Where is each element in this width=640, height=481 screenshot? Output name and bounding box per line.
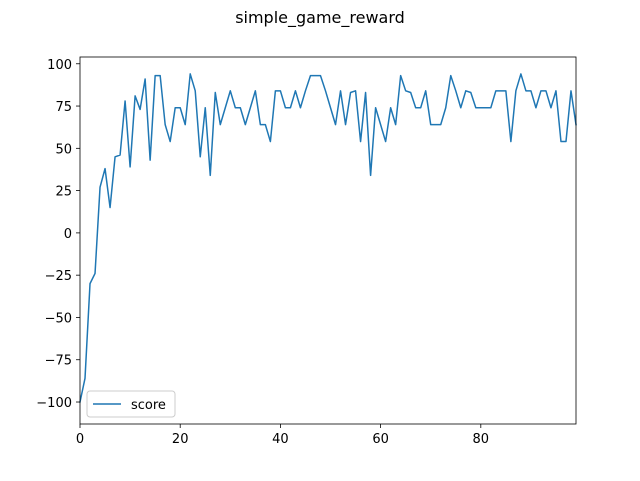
- legend-label-score: score: [131, 398, 166, 413]
- y-tick-label-50: 50: [55, 142, 72, 157]
- y-tick-label--75: −75: [45, 354, 72, 369]
- x-tick-label-0: 0: [76, 432, 84, 447]
- y-tick-label-25: 25: [55, 185, 72, 200]
- plot-area: [79, 73, 577, 403]
- x-tick-label-60: 60: [372, 432, 389, 447]
- y-tick-label--100: −100: [36, 396, 72, 411]
- series-line-score: [79, 73, 577, 403]
- y-tick-label--50: −50: [45, 311, 72, 326]
- axes-frame: [79, 56, 577, 425]
- y-tick-label--25: −25: [45, 269, 72, 284]
- y-tick-label-75: 75: [55, 100, 72, 115]
- y-tick-label-0: 0: [64, 227, 72, 242]
- chart-title: simple_game_reward: [235, 8, 405, 28]
- x-tick-label-20: 20: [172, 432, 189, 447]
- axes: 0 20 40 60 80 −100 −75 −50 −25 0 25 50 75 100: [36, 56, 577, 447]
- x-tick-label-40: 40: [272, 432, 289, 447]
- legend: score: [86, 390, 176, 418]
- legend-box: [86, 390, 176, 418]
- x-tick-label-80: 80: [473, 432, 490, 447]
- y-tick-label-100: 100: [47, 58, 72, 73]
